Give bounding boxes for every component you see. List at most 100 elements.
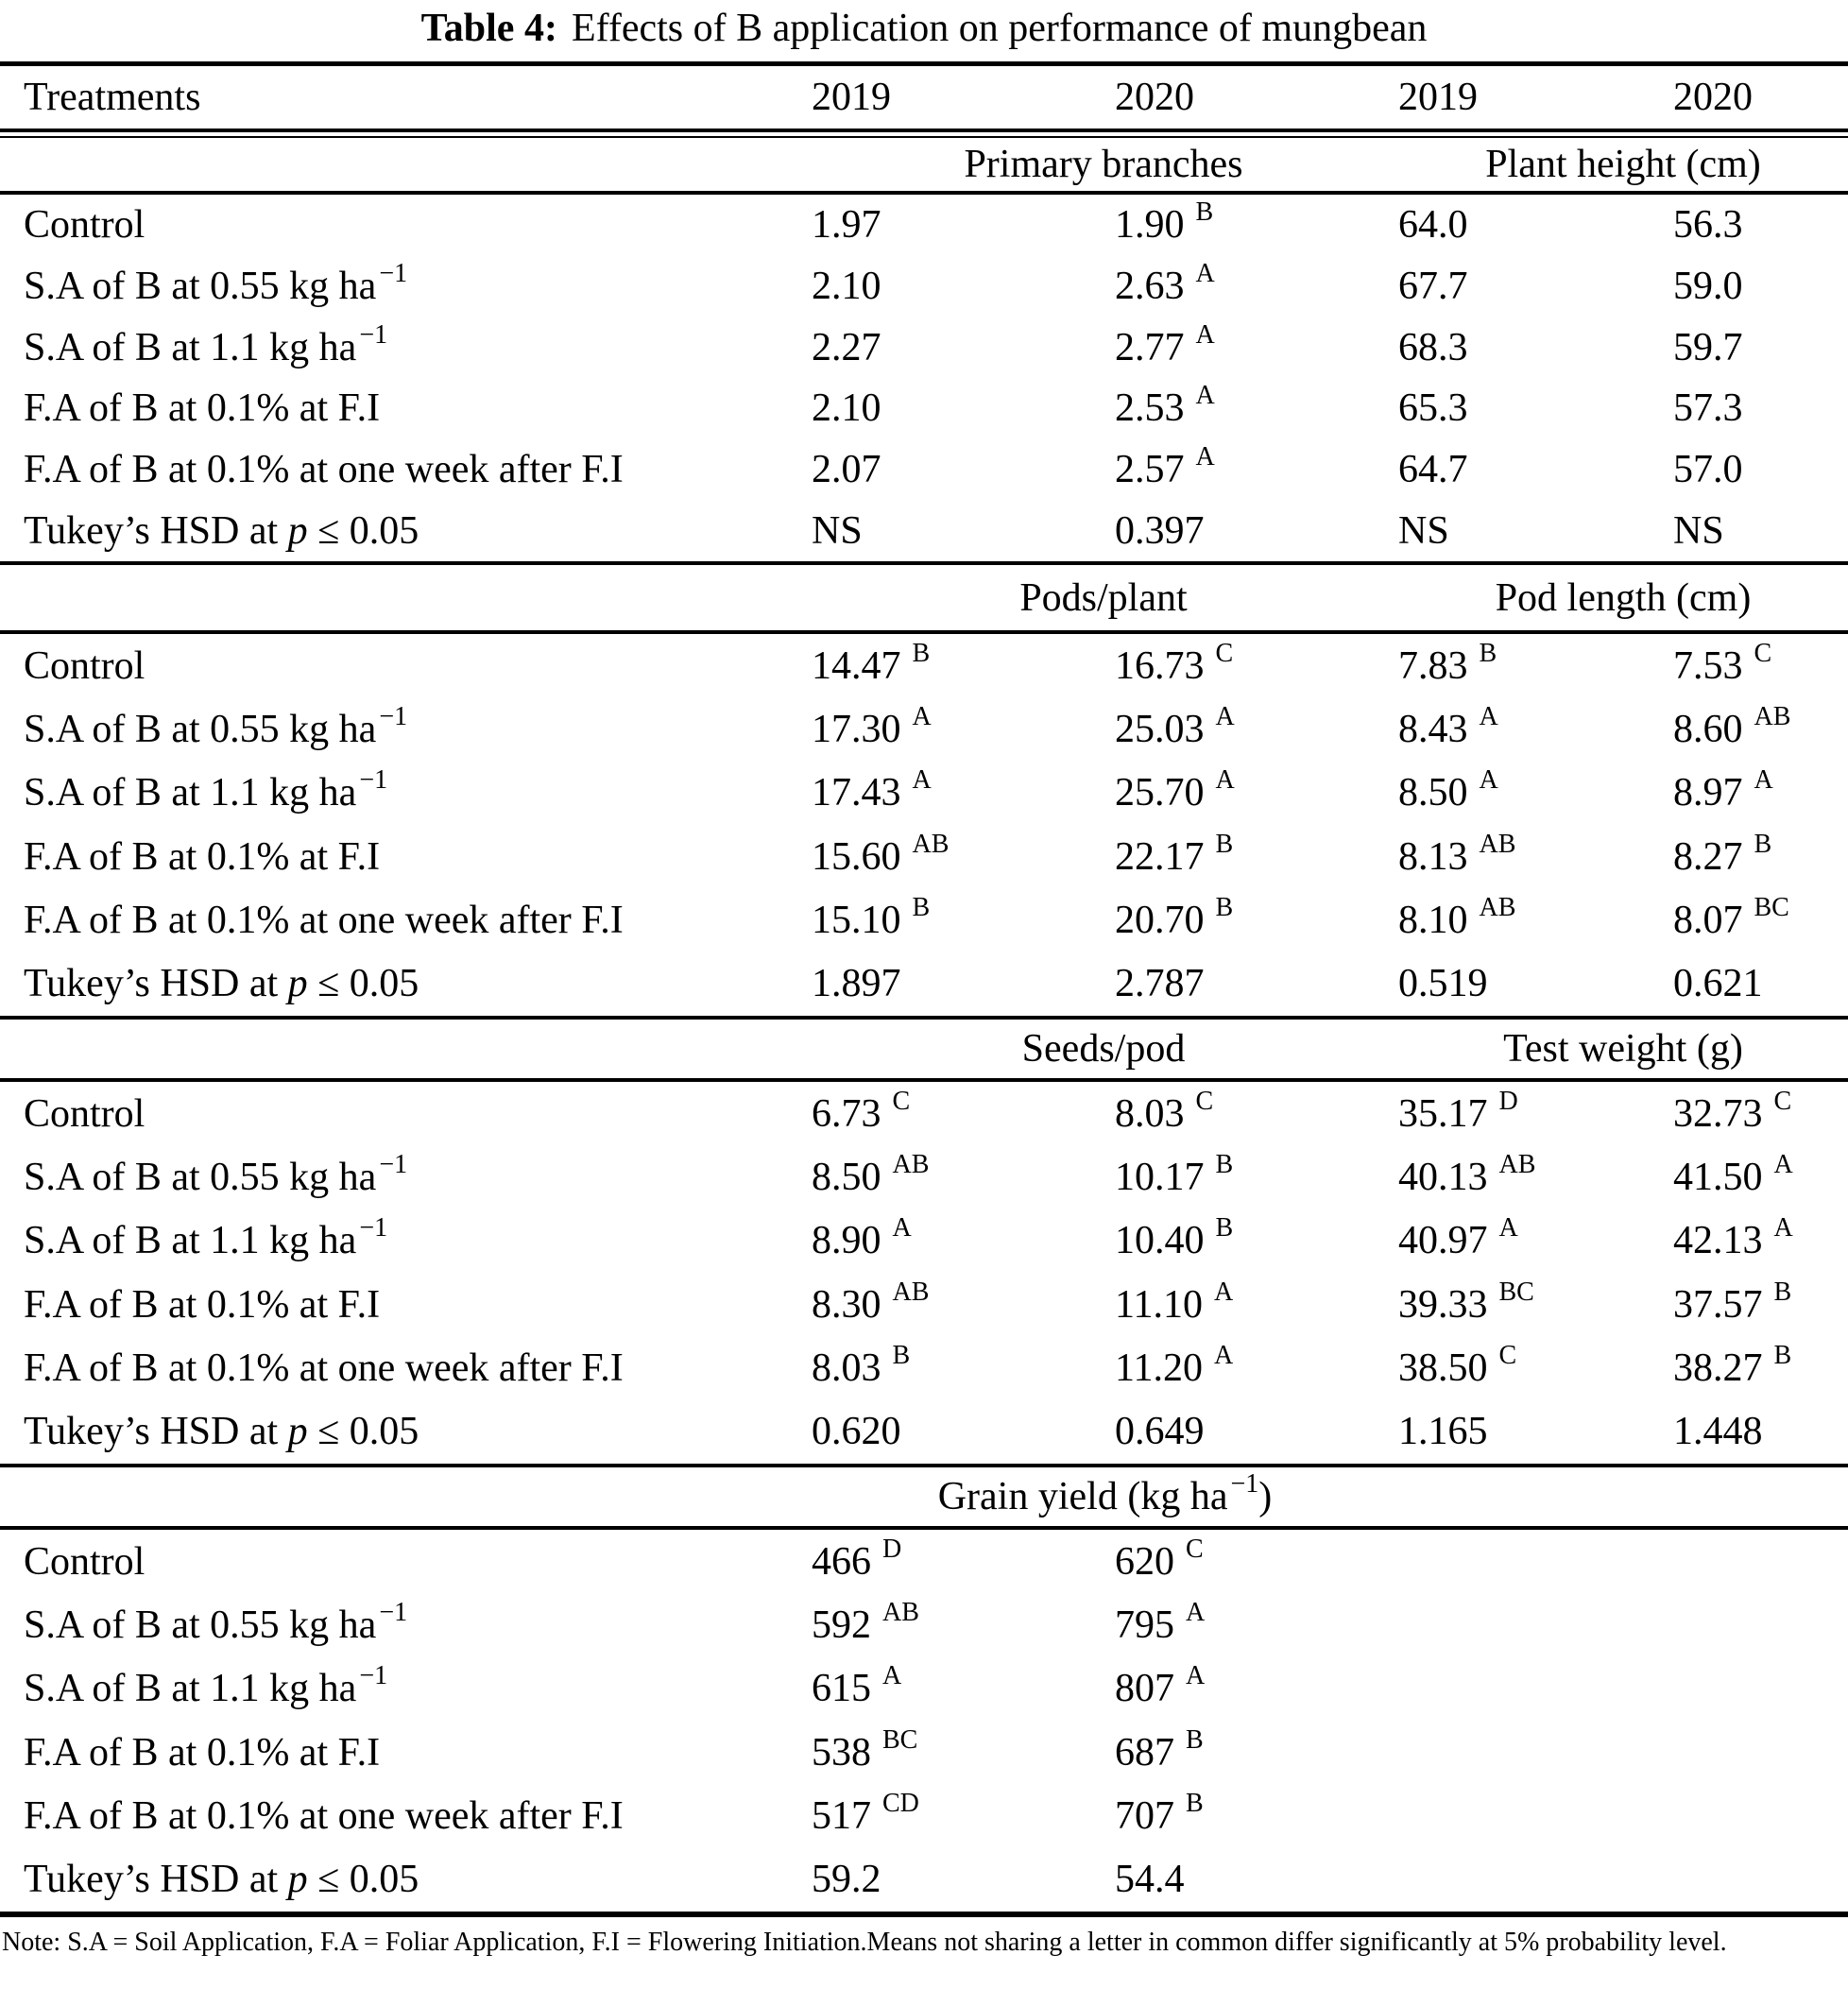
treatment-text: Tukey’s HSD at: [24, 508, 288, 553]
table-row: F.A of B at 0.1% at F.I 8.30 AB 11.10 A 39…: [0, 1273, 1848, 1336]
cell-superscript: A: [1498, 1213, 1518, 1243]
cell-superscript: A: [1195, 381, 1215, 411]
year-header: 2019: [812, 76, 891, 119]
value-cell: 0.397: [1115, 508, 1398, 554]
value-cell: [1398, 1603, 1673, 1648]
rule-section: [0, 1078, 1848, 1082]
cell-superscript: B: [1215, 1149, 1234, 1179]
cell-superscript: AB: [882, 1597, 919, 1627]
value-cell: 6.73 C: [812, 1088, 1115, 1137]
value-cell: NS: [812, 508, 1115, 554]
value-cell: 8.43 A: [1398, 703, 1673, 752]
treatment-text: S.A of B at 0.55 kg ha: [24, 1603, 377, 1647]
cell-value: 56.3: [1673, 203, 1743, 248]
cell-value: 11.20: [1115, 1346, 1203, 1390]
table-row: F.A of B at 0.1% at one week after F.I 8…: [0, 1336, 1848, 1399]
value-cell: [1398, 1730, 1673, 1775]
treatment-text: S.A of B at 0.55 kg ha: [24, 707, 377, 751]
cell-value: 0.397: [1115, 508, 1205, 553]
treatment-italic-p: p: [287, 1410, 308, 1454]
cell-superscript: C: [1186, 1534, 1204, 1564]
value-cell: 15.60 AB: [812, 831, 1115, 880]
rule-bottom: [0, 1912, 1848, 1917]
value-cell: 59.2: [812, 1857, 1115, 1902]
value-cell: [1398, 1666, 1673, 1711]
value-cell: 0.519: [1398, 961, 1673, 1006]
cell-value: 15.10: [812, 898, 901, 942]
treatment-text: S.A of B at 1.1 kg ha: [24, 1219, 357, 1263]
value-cell: 8.27 B: [1673, 831, 1848, 880]
table-row: S.A of B at 1.1 kg ha −1 8.90 A 10.40 B 40.…: [0, 1209, 1848, 1273]
value-cell: 38.27 B: [1673, 1342, 1848, 1391]
cell-value: 42.13: [1673, 1219, 1763, 1263]
treatment-text: F.A of B at 0.1% at one week after F.I: [24, 1346, 624, 1390]
table-row: S.A of B at 1.1 kg ha −1 615 A 807 A: [0, 1657, 1848, 1721]
cell-superscript: A: [912, 701, 932, 731]
group-header-right: Test weight (g): [1398, 1026, 1848, 1072]
cell-superscript: C: [1195, 1086, 1214, 1116]
treatment-superscript: −1: [379, 1597, 408, 1627]
value-cell: 35.17 D: [1398, 1088, 1673, 1137]
cell-value: 65.3: [1398, 386, 1468, 431]
value-cell: 54.4: [1115, 1857, 1398, 1902]
treatment-text-tail: ≤ 0.05: [307, 508, 419, 553]
cell-superscript: B: [1215, 892, 1234, 922]
cell-value: 59.0: [1673, 265, 1743, 308]
cell-value: 40.97: [1398, 1219, 1488, 1263]
treatment-text-tail: ≤ 0.05: [307, 1858, 419, 1902]
value-cell: [1673, 1539, 1848, 1585]
cell-superscript: BC: [1498, 1277, 1534, 1307]
table-row: F.A of B at 0.1% at F.I 15.60 AB 22.17 B 8…: [0, 825, 1848, 888]
cell-value: 8.13: [1398, 834, 1468, 879]
cell-value: 1.97: [812, 203, 881, 248]
value-cell: 0.621: [1673, 961, 1848, 1006]
value-cell: 41.50 A: [1673, 1151, 1848, 1200]
table-title-label: Table 4:: [420, 7, 557, 50]
group-header-right-text: Plant height (cm): [1485, 143, 1761, 186]
treatment-superscript: −1: [359, 765, 388, 796]
table-row-tukey: Tukey’s HSD at p ≤ 0.05 1.897 2.787 0.51…: [0, 952, 1848, 1016]
value-cell: 517 CD: [812, 1790, 1115, 1839]
value-cell: 1.97: [812, 202, 1115, 248]
cell-value: 38.27: [1673, 1346, 1763, 1390]
treatment-text: F.A of B at 0.1% at F.I: [24, 1282, 381, 1327]
cell-superscript: B: [1186, 1724, 1204, 1755]
cell-superscript: B: [1215, 829, 1234, 859]
value-cell: 20.70 B: [1115, 894, 1398, 943]
section-branches-height: Control 1.97 1.90 B 64.0 56.3 S.A of B at…: [0, 195, 1848, 561]
treatment-text: S.A of B at 1.1 kg ha: [24, 325, 357, 369]
cell-superscript: A: [1195, 319, 1215, 350]
cell-value: 40.13: [1398, 1155, 1488, 1199]
value-cell: [1673, 1730, 1848, 1775]
cell-value: 8.27: [1673, 834, 1743, 879]
cell-value: 8.50: [812, 1155, 881, 1199]
value-cell: 795 A: [1115, 1599, 1398, 1648]
value-cell: 707 B: [1115, 1790, 1398, 1839]
treatment-cell: Control: [0, 202, 812, 248]
treatment-text: F.A of B at 0.1% at F.I: [24, 1730, 381, 1775]
table-row: F.A of B at 0.1% at F.I 2.10 2.53 A 65.3 …: [0, 378, 1848, 439]
table-row-tukey: Tukey’s HSD at p ≤ 0.05 59.2 54.4: [0, 1848, 1848, 1912]
cell-value: 7.83: [1398, 643, 1468, 688]
group-header-row: Grain yield (kg ha −1): [0, 1467, 1848, 1526]
value-cell: 39.33 BC: [1398, 1278, 1673, 1328]
treatment-cell: S.A of B at 0.55 kg ha −1: [0, 261, 812, 309]
section-seeds-testweight: Control 6.73 C 8.03 C 35.17 D 32.73 C S.A of…: [0, 1082, 1848, 1464]
section-grainyield: Control 466 D 620 C S.A of B at 0.55 kg ha…: [0, 1530, 1848, 1912]
cell-value: 57.3: [1673, 386, 1743, 431]
cell-value: 64.7: [1398, 448, 1468, 492]
treatment-text: Control: [24, 643, 145, 688]
table-title-text: Effects of B application on performance …: [571, 7, 1428, 50]
treatment-cell: S.A of B at 1.1 kg ha −1: [0, 1663, 812, 1711]
cell-value: 2.10: [812, 265, 881, 308]
treatment-cell: F.A of B at 0.1% at F.I: [0, 1730, 812, 1775]
cell-superscript: A: [1186, 1661, 1206, 1691]
rule-section: [0, 191, 1848, 195]
cell-value: 592: [812, 1603, 871, 1647]
cell-value: 38.50: [1398, 1346, 1488, 1390]
table-row: Control 14.47 B 16.73 C 7.83 B 7.53 C: [0, 634, 1848, 697]
cell-superscript: A: [1773, 1213, 1793, 1243]
value-cell: 8.90 A: [812, 1215, 1115, 1263]
value-cell: 25.70 A: [1115, 767, 1398, 815]
cell-superscript: C: [1754, 638, 1772, 668]
